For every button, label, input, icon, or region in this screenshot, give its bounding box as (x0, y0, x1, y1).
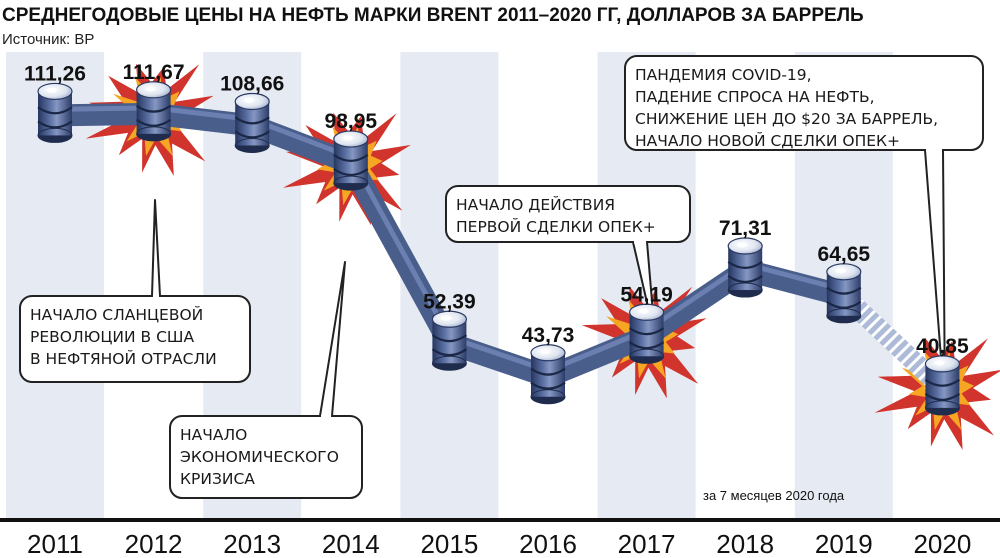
value-label: 111,67 (123, 61, 185, 84)
price-line-highlight (348, 154, 452, 340)
partial-year-note: за 7 месяцев 2020 года (703, 488, 845, 503)
chart-source: Источник: BP (2, 31, 94, 48)
value-labels: 111,26 111,67 108,66 98,95 52,39 43,73 54,19 71… (24, 61, 969, 358)
year-label: 2014 (322, 529, 380, 558)
value-label: 111,26 (24, 62, 86, 85)
annotation-line: ПАНДЕМИЯ COVID-19, (635, 66, 812, 84)
barrel-marker (628, 303, 665, 364)
barrel-marker (727, 237, 763, 298)
annotation-line: НАЧАЛО (180, 426, 247, 444)
barrel-markers (37, 81, 961, 416)
value-label: 52,39 (423, 290, 476, 313)
year-label: 2013 (223, 529, 281, 558)
year-label: 2019 (815, 529, 873, 558)
annotation-line: НАЧАЛО СЛАНЦЕВОЙ (30, 305, 203, 324)
barrel-marker (333, 130, 369, 191)
year-label: 2015 (420, 529, 478, 558)
barrel-marker (135, 81, 172, 142)
annotation-callout: НАЧАЛО СЛАНЦЕВОЙ РЕВОЛЮЦИИ В США В НЕФТЯНО… (19, 199, 251, 383)
annotation-line: РЕВОЛЮЦИИ В США (30, 328, 194, 346)
callout-layer: НАЧАЛО СЛАНЦЕВОЙ РЕВОЛЮЦИИ В США В НЕФТЯНО… (19, 55, 984, 499)
year-label: 2011 (27, 529, 83, 558)
annotation-line: ПЕРВОЙ СДЕЛКИ ОПЕК+ (456, 217, 656, 236)
year-label: 2017 (618, 529, 676, 558)
year-label: 2016 (519, 529, 577, 558)
value-label: 108,66 (220, 72, 284, 95)
annotation-line: НАЧАЛО НОВОЙ СДЕЛКИ ОПЕК+ (635, 131, 900, 150)
annotation-line: КРИЗИСА (180, 470, 255, 488)
annotation-line: СНИЖЕНИЕ ЦЕН ДО $20 ЗА БАРРЕЛЬ, (635, 110, 938, 128)
year-label: 2012 (125, 529, 183, 558)
barrel-marker (37, 82, 73, 143)
year-label: 2020 (913, 529, 971, 558)
barrel-marker (530, 344, 566, 405)
annotation-callout: НАЧАЛО ДЕЙСТВИЯ ПЕРВОЙ СДЕЛКИ ОПЕК+ (445, 185, 691, 338)
chart-title: СРЕДНЕГОДОВЫЕ ЦЕНЫ НА НЕФТЬ МАРКИ BRENT … (2, 5, 864, 26)
barrel-marker (826, 263, 862, 324)
annotation-callout: ПАНДЕМИЯ COVID-19, ПАДЕНИЕ СПРОСА НА НЕФТ… (624, 55, 984, 411)
annotation-line: ЭКОНОМИЧЕСКОГО (180, 448, 339, 466)
x-axis-line (0, 518, 1000, 522)
barrel-marker (924, 355, 961, 416)
annotation-callout: НАЧАЛО ЭКОНОМИЧЕСКОГО КРИЗИСА (169, 261, 363, 499)
year-label: 2018 (716, 529, 774, 558)
annotation-line: В НЕФТЯНОЙ ОТРАСЛИ (30, 349, 217, 368)
barrel-marker (234, 92, 270, 153)
value-label: 64,65 (818, 243, 871, 266)
barrel-marker (431, 310, 468, 371)
value-label: 54,19 (620, 283, 673, 306)
annotation-line: НАЧАЛО ДЕЙСТВИЯ (456, 195, 615, 214)
value-label: 40,85 (916, 335, 969, 358)
annotation-line: ПАДЕНИЕ СПРОСА НА НЕФТЬ, (635, 88, 875, 106)
value-label: 98,95 (325, 110, 378, 133)
x-axis-tick-labels: 2011 2012 2013 2014 2015 2016 2017 2018 2019 2020 (27, 529, 971, 558)
price-line-segment (339, 152, 461, 355)
value-label: 43,73 (522, 324, 575, 347)
value-label: 71,31 (719, 217, 772, 240)
